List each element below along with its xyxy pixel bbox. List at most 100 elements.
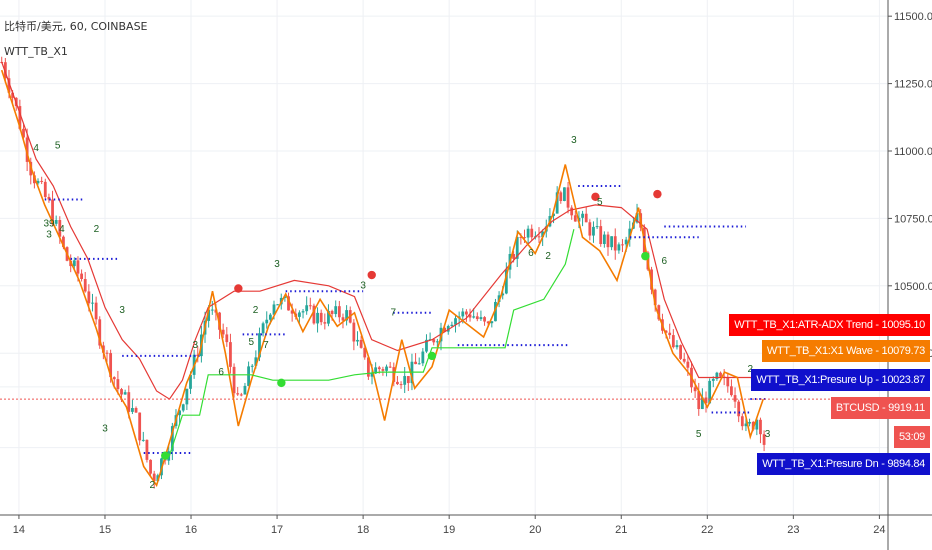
signal-dot[interactable] [234,284,243,293]
candle-body [91,302,94,304]
signal-dot[interactable] [277,378,286,388]
candle-body [54,220,58,224]
candle-body [606,234,610,248]
symbol-title: 比特币/美元, 60, COINBASE [4,20,148,33]
y-tick-label: 10500.00 [894,281,932,293]
candle-body [250,365,254,367]
candle-body [298,312,301,317]
wave-label: 5 [248,337,254,348]
candle-body [319,312,323,323]
wave-label: 3 [360,281,366,292]
signal-dot[interactable] [161,451,170,460]
candle-body [210,309,214,311]
indicator-title[interactable]: WTT_TB_X1 [4,45,68,58]
candle-body [715,372,719,379]
candle-body [406,376,410,384]
x-tick-label: 21 [615,524,627,536]
candle-body [686,361,690,368]
candle-body [486,321,490,324]
candle-body [671,335,675,348]
candle-body [94,302,98,320]
candle-body [399,384,403,386]
candle-body [617,244,621,251]
candle-body [323,322,327,324]
candle-body [109,353,113,378]
candle-body [345,310,349,321]
signal-dot[interactable] [653,189,662,199]
candle-body [308,305,312,307]
series-wtt-tb-x1-x1-wave[interactable] [0,69,764,488]
candle-body [290,310,294,314]
candle-body [675,345,679,348]
candle-body [359,339,363,348]
candle-body [403,376,407,385]
candle-body [72,260,76,267]
signal-dot[interactable] [641,251,650,261]
candle-body [581,213,584,218]
wave-label: 2 [253,305,259,316]
candle-body [595,226,599,228]
candle-body [479,317,483,320]
candle-body [243,385,247,395]
candle-body [566,187,570,208]
candle-body [755,419,759,430]
candle-body [80,273,83,279]
candle-body [141,439,145,441]
signal-dot[interactable] [427,351,437,361]
candle-body [229,342,232,367]
candle-body [526,228,530,238]
candle-body [40,180,44,182]
signal-dot[interactable] [367,270,376,280]
candle-body [599,226,603,245]
candle-body [58,220,62,237]
candle-body [76,260,80,274]
price-tag: BTCUSD - 9919.11 [830,397,930,419]
candle-body [726,377,730,387]
candle-body [83,278,87,292]
signal-dot[interactable] [591,192,600,202]
candle-body [472,316,476,318]
price-tag: WTT_TB_X1:ATR-ADX Trend - 10095.10 [729,314,930,336]
wave-label: 3 [765,429,771,440]
candle-body [239,394,243,396]
candle-body [134,408,138,413]
wave-label: 2 [748,364,754,375]
candle-body [465,311,468,315]
wave-label: 4 [59,224,65,235]
candle-body [356,339,359,342]
candle-body [519,236,523,238]
wave-label: 3 [274,259,280,270]
candle-body [385,366,388,371]
candle-body [530,228,534,238]
wave-label: 7 [263,340,269,351]
y-tick-label: 10750.00 [894,213,932,225]
candle-body [127,392,131,412]
wave-label: 6 [528,248,534,259]
candle-body [276,304,280,306]
candle-body [461,311,465,317]
candle-body [272,304,276,315]
candle-body [341,317,345,321]
series-support-line[interactable] [168,229,575,456]
candle-body [679,345,682,359]
candle-body [475,316,479,320]
series-wtt-tb-x1-atr-adx-trend[interactable] [1,61,768,400]
candle-body [374,367,378,374]
candle-body [185,388,189,405]
candle-body [312,305,316,324]
candle-body [301,311,305,313]
candle-body [225,334,229,343]
candle-body [730,386,733,396]
candle-body [352,322,356,342]
candle-body [621,244,624,246]
candle-body [366,357,370,377]
candle-body [432,339,436,343]
candle-body [435,341,439,343]
x-tick-label: 17 [271,524,283,536]
wave-label: 5 [597,197,603,208]
candle-body [170,426,174,452]
candle-body [697,391,701,410]
candle-body [759,419,762,435]
candle-body [504,269,508,294]
